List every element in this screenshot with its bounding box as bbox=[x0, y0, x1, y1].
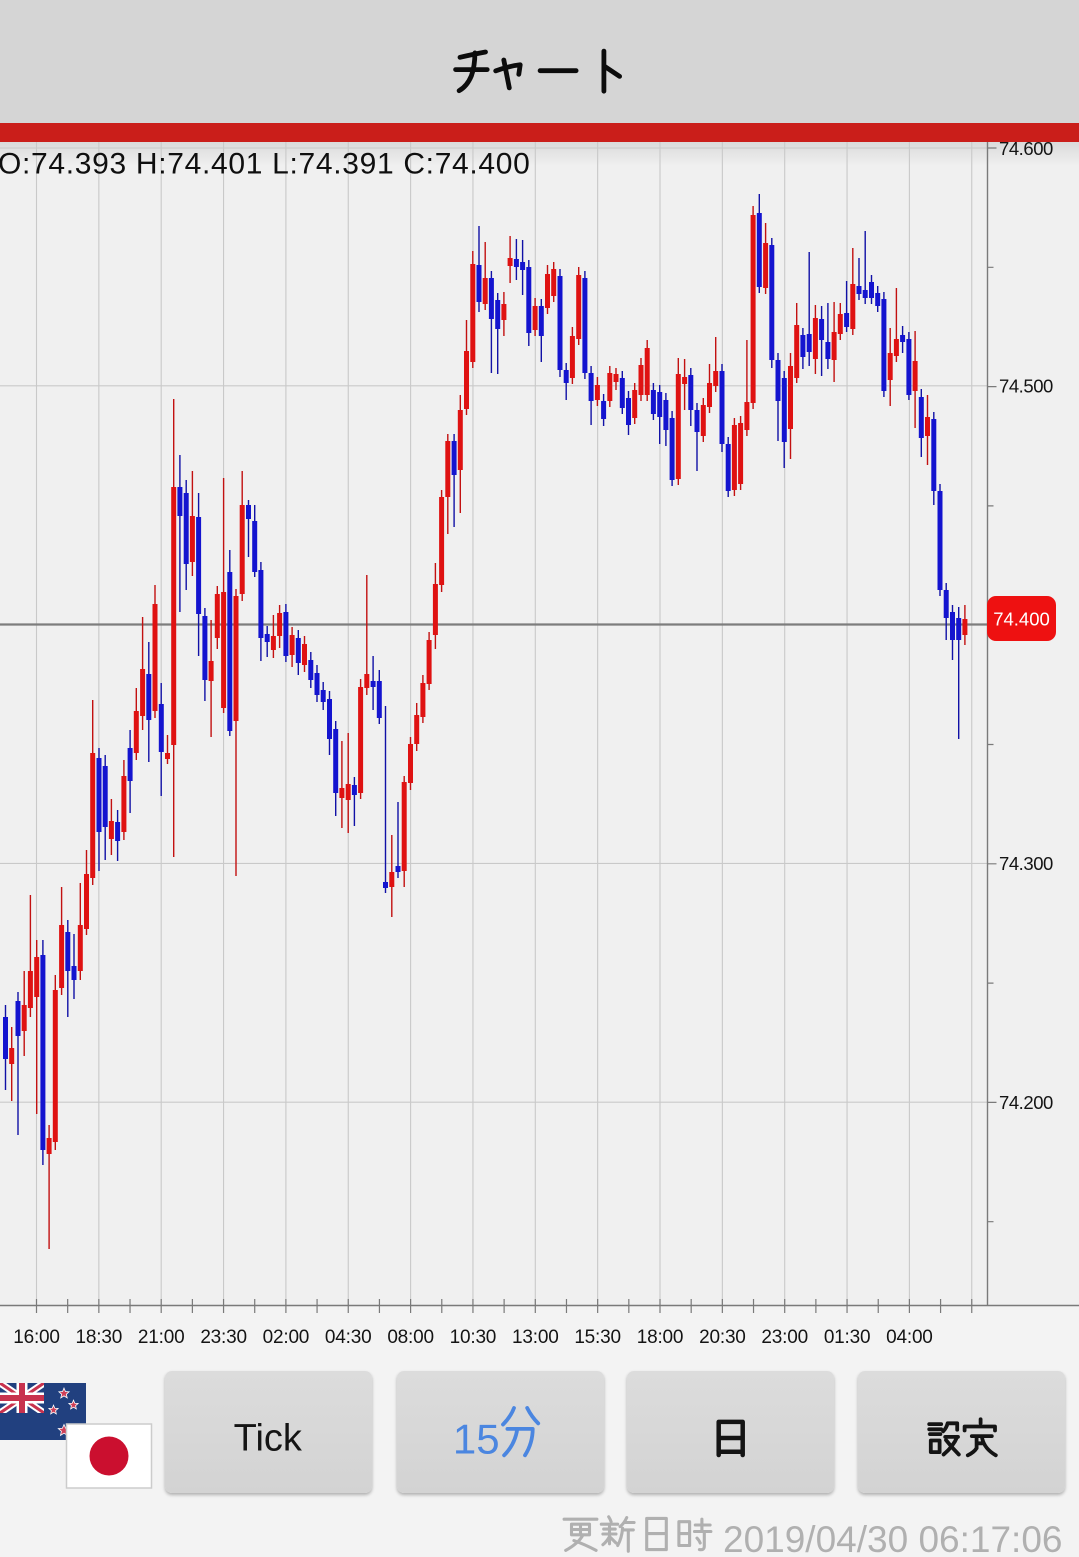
svg-text:74.600: 74.600 bbox=[999, 142, 1053, 159]
svg-text:74.200: 74.200 bbox=[999, 1092, 1053, 1113]
svg-text:74.500: 74.500 bbox=[999, 376, 1053, 397]
svg-text:04:30: 04:30 bbox=[325, 1327, 372, 1348]
svg-text:23:00: 23:00 bbox=[761, 1327, 808, 1348]
svg-text:74.400: 74.400 bbox=[993, 609, 1050, 630]
svg-text:74.300: 74.300 bbox=[999, 853, 1053, 874]
svg-text:08:00: 08:00 bbox=[387, 1327, 434, 1348]
svg-text:15:30: 15:30 bbox=[574, 1327, 621, 1348]
svg-text:13:00: 13:00 bbox=[512, 1327, 559, 1348]
svg-text:23:30: 23:30 bbox=[200, 1327, 247, 1348]
svg-text:18:00: 18:00 bbox=[637, 1327, 684, 1348]
svg-text:20:30: 20:30 bbox=[699, 1327, 746, 1348]
svg-text:16:00: 16:00 bbox=[13, 1327, 60, 1348]
svg-text:01:30: 01:30 bbox=[824, 1327, 871, 1348]
svg-text:15: 15 bbox=[453, 1416, 500, 1463]
svg-text:O:74.393 H:74.401 L:74.391 C:7: O:74.393 H:74.401 L:74.391 C:74.400 bbox=[0, 148, 531, 181]
svg-text:04:00: 04:00 bbox=[886, 1327, 933, 1348]
svg-text:21:00: 21:00 bbox=[138, 1327, 185, 1348]
svg-text:18:30: 18:30 bbox=[76, 1327, 123, 1348]
svg-text:2019/04/30 06:17:06: 2019/04/30 06:17:06 bbox=[723, 1519, 1063, 1557]
svg-text:02:00: 02:00 bbox=[263, 1327, 310, 1348]
svg-text:Tick: Tick bbox=[234, 1418, 303, 1460]
svg-text:10:30: 10:30 bbox=[450, 1327, 497, 1348]
